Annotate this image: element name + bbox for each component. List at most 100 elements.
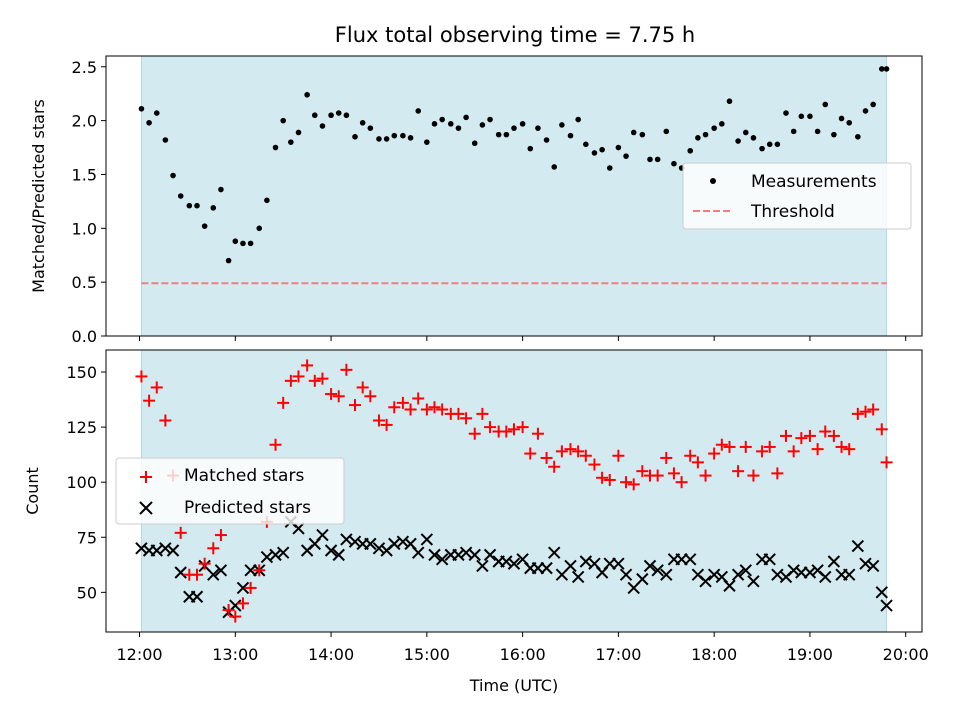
predicted-star-point	[316, 528, 329, 542]
predicted-star-point	[276, 546, 290, 559]
matched-star-point	[325, 388, 338, 401]
matched-star-point	[555, 445, 568, 458]
predicted-star-point	[452, 548, 465, 562]
measurement-point	[210, 205, 217, 211]
predicted-star-point	[612, 557, 625, 570]
measurement-point	[343, 112, 350, 119]
matched-star-point	[819, 425, 832, 438]
matched-star-point	[244, 581, 257, 594]
matched-star-point	[843, 443, 856, 456]
measurement-point	[774, 141, 781, 148]
measurement-point	[726, 98, 733, 105]
matched-star-point	[747, 469, 760, 482]
predicted-star-point	[619, 568, 633, 581]
y-tick-label: 75	[77, 528, 97, 547]
measurement-point	[599, 146, 605, 153]
measurement-point	[783, 110, 789, 116]
count-y-axis-label: Count	[23, 467, 42, 515]
measurement-point	[383, 136, 390, 142]
x-tick-label: 15:00	[404, 645, 450, 664]
predicted-star-point	[135, 542, 148, 555]
predicted-star-point	[827, 555, 841, 568]
matched-star-point	[412, 392, 425, 405]
predicted-star-point	[651, 564, 664, 577]
measurement-point	[447, 121, 454, 127]
measurement-point	[272, 144, 279, 151]
matched-star-point	[190, 568, 203, 581]
measurement-point	[647, 156, 653, 163]
matched-star-point	[780, 429, 792, 442]
predicted-star-point	[476, 559, 489, 573]
matched-star-point	[349, 399, 362, 412]
matched-star-point	[835, 440, 848, 453]
legend-predicted-label: Predicted stars	[184, 498, 311, 518]
predicted-star-point	[214, 564, 228, 577]
measurement-point	[407, 135, 414, 141]
measurement-point	[671, 160, 677, 167]
matched-star-point	[787, 445, 800, 458]
measurement-point	[352, 133, 358, 140]
measurement-point	[639, 131, 646, 138]
count-y-axis: 50 75 100 125 150	[66, 363, 106, 602]
matched-star-point	[684, 449, 697, 462]
matched-star-point	[588, 458, 601, 471]
measurement-point	[766, 141, 773, 148]
measurement-point	[615, 144, 622, 151]
measurement-point	[583, 141, 589, 148]
y-tick-label: 50	[77, 583, 97, 602]
matched-star-point	[691, 456, 704, 469]
measurement-point	[883, 66, 890, 72]
measurement-point	[606, 165, 613, 171]
measurement-point	[256, 225, 263, 232]
matched-star-point	[284, 374, 297, 387]
measurement-point	[831, 131, 837, 138]
matched-star-point	[229, 610, 242, 623]
measurement-point	[463, 114, 469, 121]
measurement-point	[567, 132, 574, 139]
matched-star-point	[404, 403, 417, 416]
matched-star-point	[603, 473, 616, 486]
matched-star-point	[484, 421, 497, 434]
matched-star-point	[531, 427, 544, 440]
predicted-star-point	[500, 555, 513, 568]
matched-star-point	[572, 445, 585, 458]
ratio-axes-frame	[105, 55, 923, 337]
matched-star-point	[627, 478, 640, 491]
y-tick-label: 1.0	[72, 219, 97, 238]
legend-threshold-label: Threshold	[750, 202, 835, 222]
x-axis-label: Time (UTC)	[469, 676, 558, 695]
matched-star-point	[548, 460, 561, 473]
measurement-point	[391, 132, 398, 139]
y-tick-label: 0.5	[72, 273, 97, 292]
count-legend-box	[115, 457, 345, 525]
ratio-y-axis: 0.0 0.5 1.0 1.5 2.0 2.5	[72, 58, 106, 346]
matched-star-point	[699, 469, 712, 482]
measurement-point	[519, 121, 526, 127]
matched-star-point	[292, 370, 305, 383]
measurement-point	[559, 122, 565, 128]
measurement-point	[240, 240, 246, 247]
measurement-point	[359, 119, 366, 126]
measurement-point	[591, 150, 598, 156]
matched-stars-points	[135, 359, 893, 623]
matched-star-point	[340, 363, 353, 376]
measurement-point	[862, 108, 869, 114]
matched-star-point	[253, 564, 266, 577]
measurement-point	[575, 116, 581, 123]
matched-star-point	[372, 414, 385, 427]
matched-star-point	[564, 443, 577, 456]
predicted-stars-points	[135, 515, 893, 619]
matched-star-point	[508, 423, 520, 436]
measurement-point	[319, 123, 326, 129]
measurement-point	[170, 172, 176, 179]
matched-star-point	[364, 390, 377, 403]
predicted-star-point	[819, 570, 832, 584]
matched-star-point	[356, 381, 369, 394]
predicted-star-point	[207, 568, 220, 581]
predicted-star-point	[435, 553, 449, 566]
predicted-star-point	[236, 581, 250, 595]
measurement-point	[663, 128, 670, 135]
measurement-point	[194, 202, 200, 209]
measurement-point	[687, 147, 694, 154]
y-tick-label: 150	[66, 363, 97, 382]
